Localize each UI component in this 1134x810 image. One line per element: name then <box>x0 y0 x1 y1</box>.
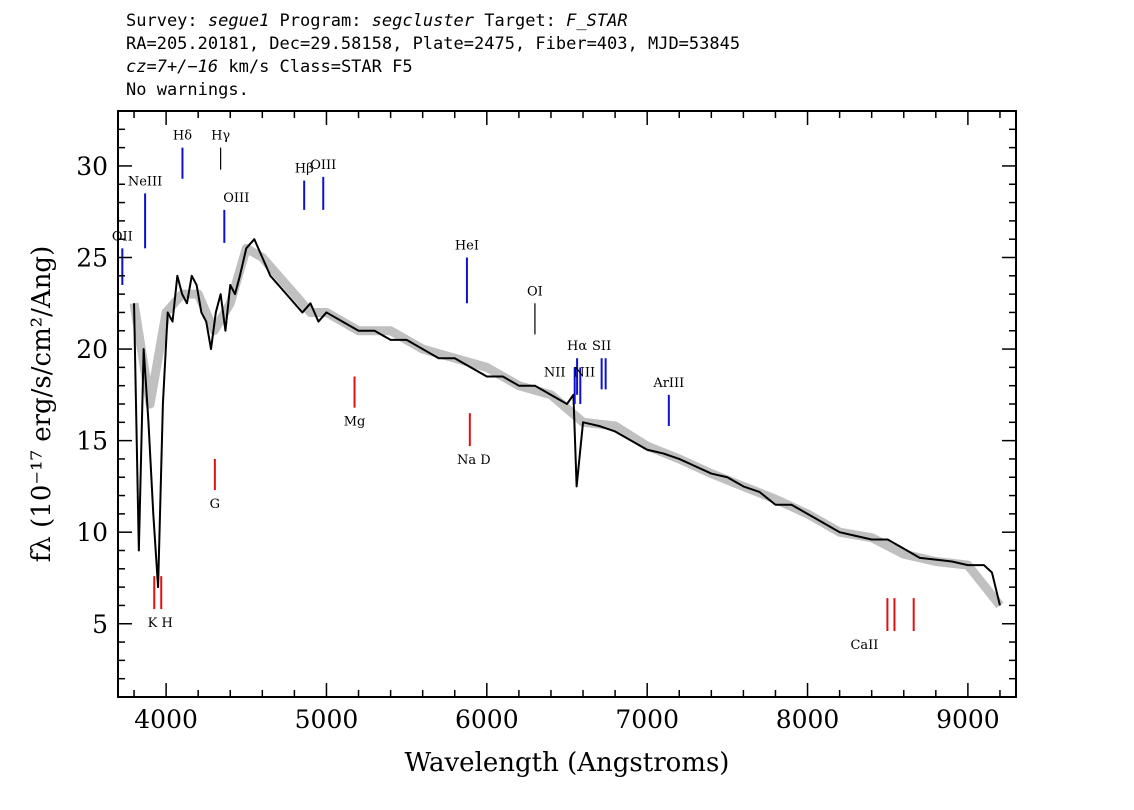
spectral-line-label: NII <box>573 366 595 381</box>
spectral-line-label: HeI <box>455 239 479 254</box>
x-axis-title: Wavelength (Angstroms) <box>405 748 730 778</box>
header-line-warnings: No warnings. <box>126 80 249 100</box>
header-line-redshift: cz=7+/−16 km/s Class=STAR F5 <box>126 56 740 79</box>
y-tick-label: 30 <box>76 152 108 181</box>
spectral-line-label: G <box>210 497 220 512</box>
spectral-line-label: Mg <box>344 415 366 430</box>
axis-ticks: 4000 5000 6000 7000 8000 9000 5 10 15 20 25 30 <box>76 110 1016 734</box>
spectral-line-label: Hδ <box>173 129 192 144</box>
spectral-line-label: Hγ <box>211 129 230 144</box>
y-tick-label: 10 <box>76 518 108 547</box>
spectral-line-label: Hβ <box>295 162 314 177</box>
class-value: km/s Class=STAR F5 <box>218 57 413 77</box>
spectrum-header: Survey: segue1 Program: segcluster Targe… <box>126 10 740 102</box>
flux-line <box>133 238 1001 606</box>
x-tick-label: 8000 <box>776 705 840 734</box>
x-tick-label: 5000 <box>295 705 359 734</box>
survey-value: segue1 <box>207 11 270 31</box>
target-value: F_STAR <box>566 11 628 31</box>
spectral-line-label: ArIII <box>652 376 684 391</box>
y-axis-title: fλ (10⁻¹⁷ erg/s/cm²/Ang) <box>27 246 57 562</box>
spectral-line-label: Hα <box>567 339 587 354</box>
flux-series <box>133 238 1001 606</box>
y-tick-label: 20 <box>76 335 108 364</box>
x-tick-label: 7000 <box>615 705 679 734</box>
noise-series <box>129 243 1004 609</box>
spectral-line-label: Na D <box>457 453 491 468</box>
spectral-line-label: OI <box>527 284 543 299</box>
y-tick-label: 15 <box>76 427 108 456</box>
target-label: Target: <box>474 11 567 31</box>
spectral-line-label: OII <box>112 229 133 244</box>
header-line-survey: Survey: segue1 Program: segcluster Targe… <box>126 10 740 33</box>
noise-envelope-line <box>129 243 1004 609</box>
x-tick-label: 6000 <box>455 705 519 734</box>
spectral-line-label: OIII <box>223 191 249 206</box>
program-value: segcluster <box>371 11 475 31</box>
header-line-coords: RA=205.20181, Dec=29.58158, Plate=2475, … <box>126 34 741 54</box>
x-tick-label: 9000 <box>936 705 1000 734</box>
spectral-line-label: CaII <box>850 638 878 653</box>
x-tick-label: 4000 <box>134 705 198 734</box>
y-tick-label: 5 <box>92 610 108 639</box>
redshift-value: cz=7+/−16 <box>126 57 219 77</box>
spectral-line-label: NII <box>544 366 566 381</box>
program-label: Program: <box>269 11 372 31</box>
survey-label: Survey: <box>126 11 208 31</box>
y-tick-label: 25 <box>76 244 108 273</box>
spectral-line-label: NeIII <box>128 174 162 189</box>
spectral-line-label: SII <box>592 339 611 354</box>
spectral-line-label: OIII <box>310 158 336 173</box>
spectral-line-label: K H <box>148 616 173 631</box>
